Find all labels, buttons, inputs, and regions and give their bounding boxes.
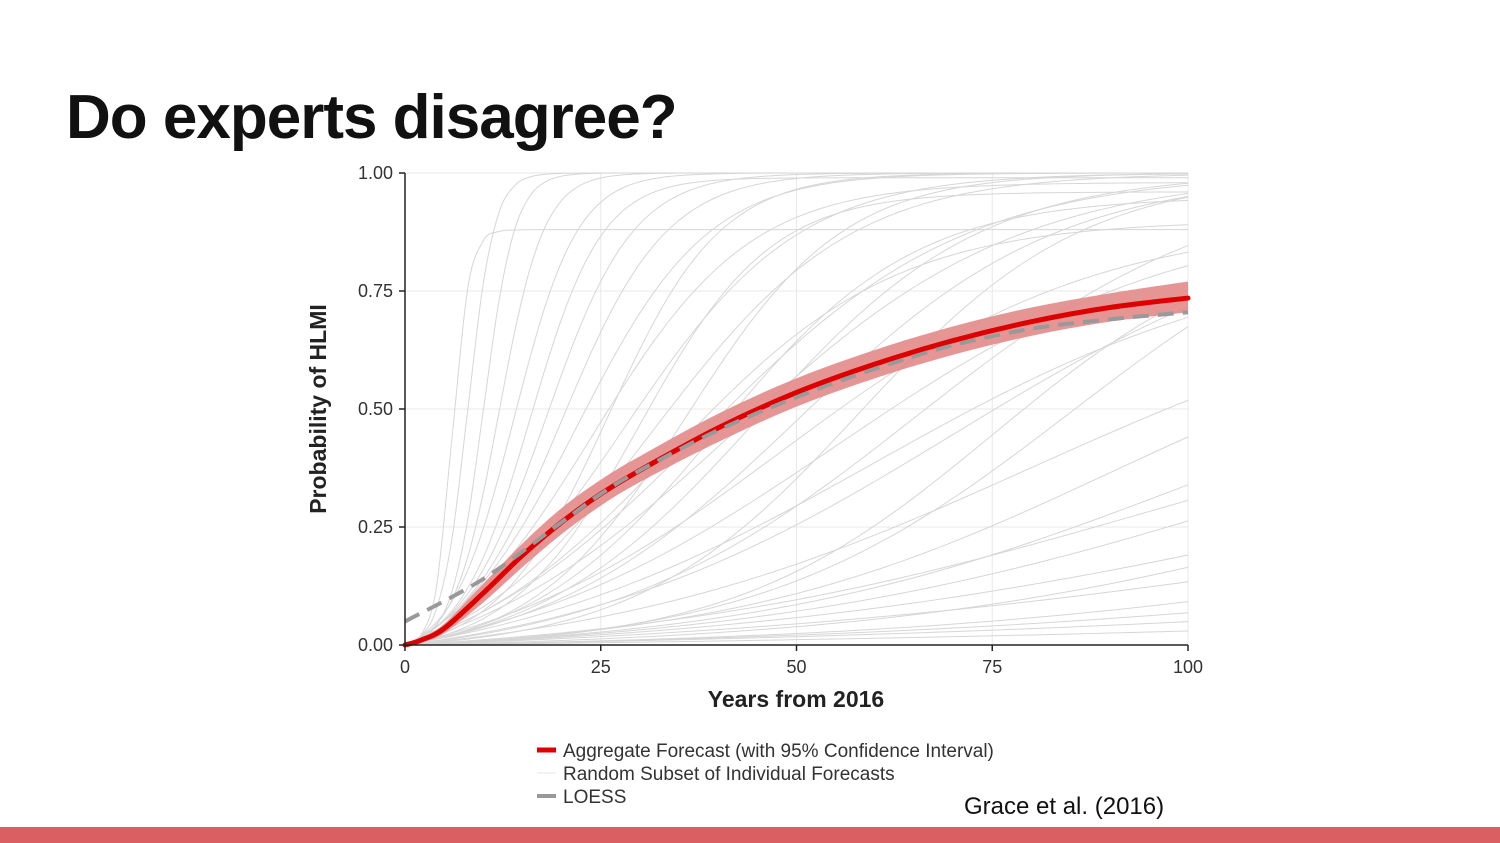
x-tick-label: 0 (400, 657, 410, 677)
x-tick-label: 25 (591, 657, 611, 677)
slide-title: Do experts disagree? (66, 83, 678, 152)
individual-forecast-line (404, 581, 1189, 646)
aggregate-forecast-line (402, 295, 1191, 648)
individual-forecast-line (404, 182, 1189, 646)
individual-forecast-line (404, 484, 1189, 646)
individual-forecast-line (404, 174, 1189, 646)
individual-forecast-line (404, 436, 1189, 646)
x-tick-label: 100 (1173, 657, 1203, 677)
individual-forecast-line (404, 630, 1189, 646)
y-tick-label: 0.50 (358, 399, 393, 419)
individual-forecast-line (404, 229, 1188, 646)
individual-forecast-line (404, 306, 1189, 646)
x-axis-label: Years from 2016 (708, 686, 884, 712)
y-tick-label: 0.25 (358, 517, 393, 537)
forecast-lines (402, 295, 1191, 648)
individual-forecast-line (404, 399, 1189, 646)
tick-labels: 0 25 50 75 100 0.00 0.25 0.50 0.75 1.00 (358, 163, 1203, 677)
individual-forecast-line (404, 621, 1189, 646)
legend-label-loess: LOESS (563, 787, 626, 808)
legend: Aggregate Forecast (with 95% Confidence … (537, 741, 994, 808)
individual-forecast-line (404, 199, 1189, 646)
x-tick-label: 75 (982, 657, 1002, 677)
individual-forecast-line (404, 251, 1189, 646)
footer-accent-bar (0, 827, 1500, 843)
individual-forecast-line (404, 566, 1189, 646)
grid-lines (405, 172, 1189, 645)
y-tick-label: 0.75 (358, 281, 393, 301)
individual-forecast-line (404, 184, 1189, 646)
individual-forecast-line (404, 554, 1189, 646)
individual-forecast-line (404, 191, 1189, 646)
x-tick-label: 50 (786, 657, 806, 677)
individual-forecast-line (404, 196, 1189, 646)
individual-forecast-line (404, 173, 1189, 646)
y-axis-label: Probability of HLMI (305, 304, 331, 514)
loess-line (404, 310, 1189, 624)
individual-forecast-line (404, 196, 1189, 646)
individual-forecast-curves (404, 172, 1189, 646)
y-tick-label: 0.00 (358, 635, 393, 655)
individual-forecast-line (404, 499, 1189, 646)
y-tick-label: 1.00 (358, 163, 393, 183)
individual-forecast-line (404, 182, 1189, 646)
citation: Grace et al. (2016) (964, 793, 1165, 820)
individual-forecast-line (404, 520, 1189, 646)
legend-label-aggregate: Aggregate Forecast (with 95% Confidence … (563, 741, 994, 762)
individual-forecast-line (404, 224, 1189, 646)
legend-label-individual: Random Subset of Individual Forecasts (563, 764, 895, 785)
